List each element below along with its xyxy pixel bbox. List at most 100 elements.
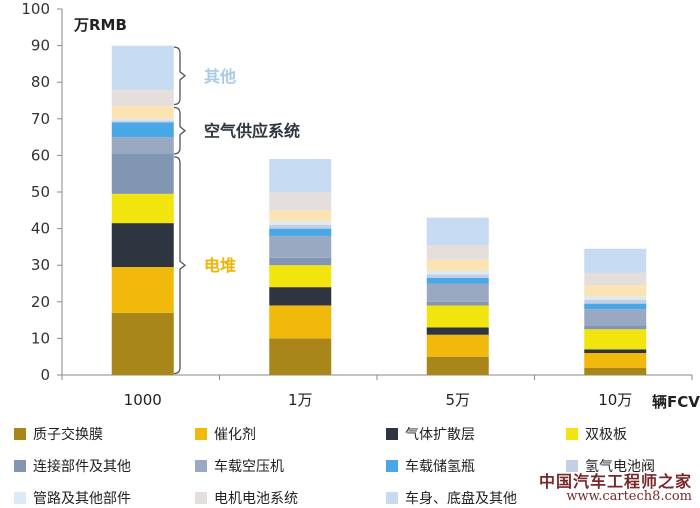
y-tick-label: 100 bbox=[21, 0, 50, 18]
bar-segment bbox=[426, 270, 489, 275]
annotation-bracket bbox=[173, 156, 187, 375]
legend-swatch bbox=[386, 428, 398, 440]
annotation-label: 空气供应系统 bbox=[204, 122, 300, 141]
legend-label: 车载储氢瓶 bbox=[405, 459, 475, 475]
legend-swatch bbox=[566, 460, 578, 472]
bars: 1000 1万 5万 10万 bbox=[111, 45, 647, 409]
bar-segment bbox=[584, 272, 647, 286]
bar-segment bbox=[584, 353, 647, 368]
legend-label: 连接部件及其他 bbox=[33, 459, 131, 475]
y-tick-label: 10 bbox=[31, 329, 50, 347]
bar-segment bbox=[584, 285, 647, 297]
bar-segment bbox=[111, 312, 174, 375]
bar-segment bbox=[584, 329, 647, 350]
bar-segment bbox=[269, 265, 332, 288]
bar-segment bbox=[111, 267, 174, 313]
annotation-label: 其他 bbox=[204, 67, 236, 86]
legend-swatch bbox=[14, 460, 26, 472]
bar-segment bbox=[111, 118, 174, 121]
stacked-bar-chart: 0 10 20 30 40 50 60 70 80 90 100 1000 1万 5万 10万 其他空气供… bbox=[21, 0, 700, 411]
legend-item: 质子交换膜 bbox=[14, 424, 103, 444]
watermark-cn: 中国汽车工程师之家 bbox=[538, 471, 692, 491]
legend-swatch bbox=[566, 428, 578, 440]
legend-swatch bbox=[195, 460, 207, 472]
legend-item: 双极板 bbox=[566, 424, 627, 444]
legend-swatch bbox=[195, 492, 207, 504]
y-tick-label: 80 bbox=[31, 73, 50, 91]
x-tick-label: 1万 bbox=[288, 391, 313, 409]
bar-segment bbox=[584, 367, 647, 375]
bar-segment bbox=[269, 287, 332, 306]
legend-label: 车载空压机 bbox=[214, 459, 284, 475]
bar-segment bbox=[426, 356, 489, 375]
legend-label: 质子交换膜 bbox=[33, 427, 103, 443]
bar-segment bbox=[111, 153, 174, 194]
bar-segment bbox=[426, 283, 489, 302]
bar-segment bbox=[426, 278, 489, 284]
bar-segment bbox=[111, 45, 174, 90]
legend-label: 氢气电池阀 bbox=[585, 459, 655, 475]
legend-swatch bbox=[386, 492, 398, 504]
y-tick-label: 20 bbox=[31, 293, 50, 311]
bar-segment bbox=[111, 105, 174, 119]
bar-segment bbox=[584, 303, 647, 310]
bar-segment bbox=[426, 327, 489, 335]
annotation-bracket bbox=[173, 106, 187, 155]
bar-segment bbox=[426, 305, 489, 328]
legend-item: 连接部件及其他 bbox=[14, 456, 131, 476]
legend-item: 车身、底盘及其他 bbox=[386, 488, 517, 508]
legend-label: 催化剂 bbox=[214, 427, 256, 443]
legend-item: 管路及其他部件 bbox=[14, 488, 131, 508]
legend-item: 车载储氢瓶 bbox=[386, 456, 475, 476]
watermark-url: www.cartech8.com bbox=[566, 489, 692, 505]
annotation-label: 电堆 bbox=[204, 256, 236, 275]
bar-segment bbox=[426, 245, 489, 260]
bar-segment bbox=[269, 228, 332, 236]
bar-segment bbox=[111, 223, 174, 268]
bar-segment bbox=[111, 193, 174, 224]
bar-segment bbox=[426, 334, 489, 357]
bar-segment bbox=[111, 89, 174, 106]
legend-swatch bbox=[14, 492, 26, 504]
bar-segment bbox=[269, 305, 332, 339]
legend-item: 气体扩散层 bbox=[386, 424, 475, 444]
bar-segment bbox=[111, 137, 174, 154]
legend-label: 电机电池系统 bbox=[214, 491, 298, 507]
legend-label: 双极板 bbox=[585, 427, 627, 443]
bar-segment bbox=[426, 259, 489, 271]
x-axis-unit-label: 辆FCV bbox=[652, 393, 700, 411]
legend-swatch bbox=[386, 460, 398, 472]
bar-segment bbox=[269, 235, 332, 258]
bar-segment bbox=[584, 349, 647, 354]
bar-segment bbox=[269, 257, 332, 266]
bar-segment bbox=[584, 325, 647, 330]
bar-segment bbox=[269, 221, 332, 225]
legend-label: 车身、底盘及其他 bbox=[405, 491, 517, 507]
legend-label: 管路及其他部件 bbox=[33, 491, 131, 507]
bar-segment bbox=[584, 296, 647, 300]
bar-segment bbox=[584, 299, 647, 304]
legend-item: 催化剂 bbox=[195, 424, 256, 444]
bar-segment bbox=[111, 120, 174, 123]
y-tick-label: 60 bbox=[31, 146, 50, 164]
bar-segment bbox=[426, 274, 489, 279]
x-tick-label: 1000 bbox=[124, 391, 162, 409]
y-tick-label: 30 bbox=[31, 256, 50, 274]
legend-item: 电机电池系统 bbox=[195, 488, 298, 508]
legend-swatch bbox=[195, 428, 207, 440]
y-axis-unit-label: 万RMB bbox=[73, 16, 127, 34]
axes: 0 10 20 30 40 50 60 70 80 90 100 bbox=[21, 0, 693, 384]
legend-item: 氢气电池阀 bbox=[566, 456, 655, 476]
legend-item: 车载空压机 bbox=[195, 456, 284, 476]
bar-segment bbox=[111, 122, 174, 138]
y-tick-label: 50 bbox=[31, 183, 50, 201]
y-tick-label: 0 bbox=[40, 366, 50, 384]
bar-segment bbox=[269, 210, 332, 222]
annotation-bracket bbox=[173, 46, 187, 106]
bar-segment bbox=[269, 159, 332, 192]
bar-segment bbox=[584, 309, 647, 326]
legend-swatch bbox=[14, 428, 26, 440]
legend-label: 气体扩散层 bbox=[405, 427, 475, 443]
bar-segment bbox=[269, 224, 332, 229]
